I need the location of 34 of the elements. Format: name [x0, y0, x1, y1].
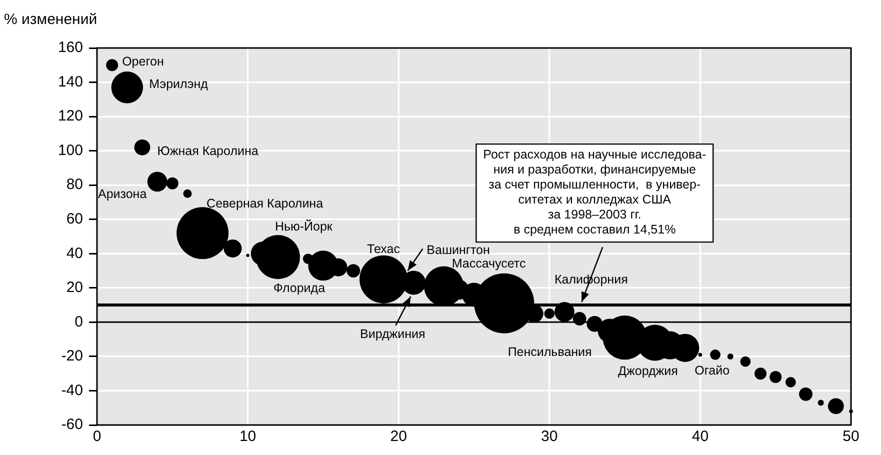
y-tick-label: 80 — [66, 176, 83, 194]
annotation: Массачусетс — [452, 256, 526, 271]
x-tick-label: 40 — [692, 428, 709, 446]
annotation: Северная Каролина — [206, 196, 324, 211]
x-tick-label: 50 — [842, 428, 860, 446]
y-tick-label: 140 — [58, 73, 83, 90]
x-tick-label: 30 — [541, 428, 558, 446]
annotation: Джорджия — [618, 364, 678, 378]
x-tick-label: 10 — [239, 428, 256, 446]
annotation: Южная Каролина — [157, 144, 258, 158]
y-tick-label: 120 — [58, 108, 83, 125]
annotation: Техас — [367, 242, 400, 256]
annotation: Флорида — [273, 281, 326, 296]
annotation: Аризона — [98, 187, 147, 202]
y-tick-label: 100 — [58, 142, 83, 159]
annotation: Вирджиния — [360, 326, 426, 341]
y-tick-label: 160 — [58, 39, 83, 56]
y-tick-label: -20 — [61, 348, 83, 365]
y-tick-label: 0 — [74, 313, 83, 330]
annotation: Нью-Йорк — [274, 218, 333, 234]
y-tick-label: 40 — [66, 244, 83, 262]
annotation: Огайо — [694, 363, 730, 378]
y-tick-label: -40 — [61, 382, 83, 399]
y-tick-label: 20 — [66, 279, 83, 296]
y-axis-title: % изменений — [4, 11, 98, 28]
annotation: Вашингтон — [426, 243, 490, 258]
x-tick-label: 0 — [92, 428, 102, 446]
ref-line-label: Рост расходов на научные исследова- ния и разработки, финансируемые за счет промышленности, в универ- ситетах и колледжах США за 1998–2003 гг. в среднем составил 14,51% — [483, 148, 706, 236]
y-tick-label: -60 — [61, 416, 83, 434]
x-tick-label: 20 — [390, 428, 407, 446]
annotation: Орегон — [122, 54, 164, 69]
annotation: Мэрилэнд — [149, 76, 209, 91]
annotation: Пенсильвания — [508, 345, 592, 360]
y-tick-label: 60 — [66, 210, 83, 228]
